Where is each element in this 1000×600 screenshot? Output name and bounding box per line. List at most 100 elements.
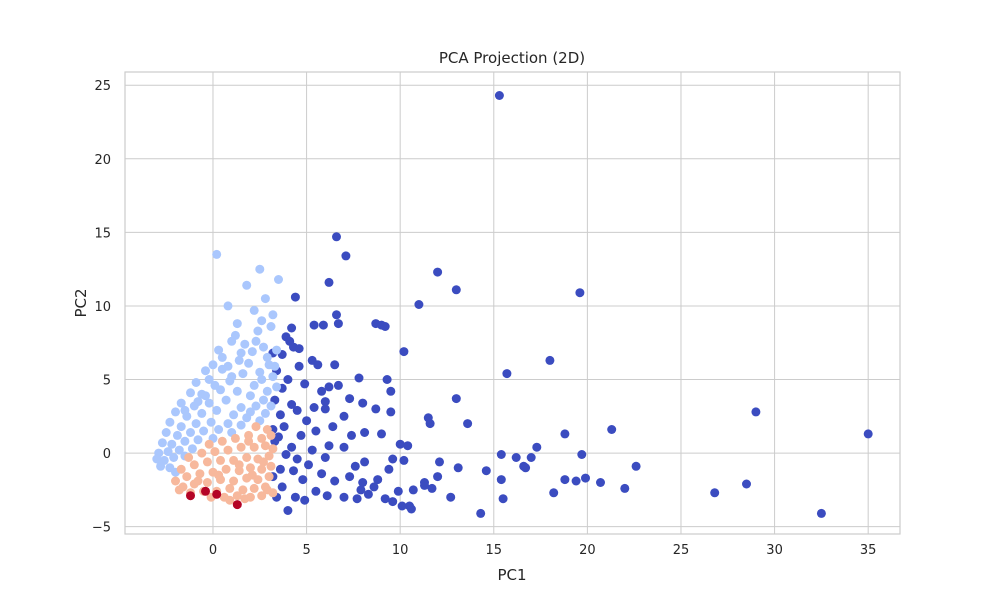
data-point (193, 435, 203, 445)
data-point (223, 419, 233, 429)
data-point (214, 425, 224, 434)
data-point (266, 461, 276, 471)
data-point (172, 430, 182, 440)
data-point (195, 469, 205, 479)
data-point (227, 336, 237, 346)
data-point (408, 485, 418, 495)
data-point (197, 448, 207, 458)
data-point (345, 472, 355, 482)
data-point (371, 404, 381, 414)
data-point (229, 410, 239, 420)
data-point (333, 319, 343, 329)
data-point (816, 508, 826, 518)
data-point (236, 403, 246, 412)
data-point (234, 355, 244, 365)
data-point (289, 466, 298, 476)
data-point (446, 492, 456, 502)
data-point (156, 461, 166, 471)
data-point (496, 475, 506, 485)
data-point (191, 419, 201, 429)
data-point (268, 372, 278, 382)
data-point (360, 457, 370, 467)
data-point (264, 472, 274, 482)
data-point (242, 280, 252, 290)
data-point (247, 470, 257, 480)
data-point (287, 400, 297, 409)
data-point (238, 369, 248, 379)
data-point (259, 342, 268, 352)
y-tick-label: 5 (103, 374, 111, 389)
data-point (296, 430, 306, 440)
y-tick-labels: −5 0 5 10 15 20 25 (92, 79, 111, 535)
data-point (354, 373, 364, 383)
data-point (268, 310, 278, 320)
data-point (186, 428, 195, 437)
data-point (300, 379, 310, 389)
y-axis-label: PC2 (72, 288, 90, 317)
data-point (397, 501, 407, 511)
data-point (238, 485, 248, 495)
data-point (347, 430, 356, 440)
data-point (229, 476, 239, 486)
data-point (287, 442, 297, 452)
data-point (384, 464, 394, 474)
data-point (309, 320, 319, 330)
data-point (169, 453, 179, 462)
data-point (498, 494, 508, 504)
data-point (236, 442, 246, 452)
data-point (210, 380, 220, 390)
data-point (244, 358, 254, 368)
data-point (257, 316, 267, 326)
data-point (268, 444, 278, 454)
plot-frame (124, 71, 901, 535)
data-point (395, 439, 405, 449)
data-point (262, 386, 272, 396)
data-point (167, 439, 177, 449)
data-point (217, 436, 227, 446)
data-point (208, 360, 218, 370)
data-point (212, 249, 222, 259)
data-point (511, 453, 521, 462)
data-point (328, 422, 338, 432)
data-point (245, 463, 255, 473)
data-point (245, 407, 255, 417)
data-point (202, 478, 212, 487)
x-tick-label: 30 (766, 543, 783, 558)
data-point (272, 345, 282, 355)
data-point (339, 411, 349, 421)
data-point (214, 345, 224, 355)
data-point (186, 388, 195, 398)
data-point (277, 482, 287, 492)
data-point (180, 405, 190, 415)
data-point (180, 436, 190, 446)
data-points (152, 91, 873, 518)
data-point (270, 361, 280, 371)
data-point (607, 425, 617, 434)
data-point (324, 277, 334, 287)
data-point (581, 473, 590, 483)
data-point (380, 322, 390, 331)
y-tick-label: 15 (94, 226, 111, 241)
data-point (311, 426, 321, 436)
data-point (232, 319, 242, 329)
data-point (212, 489, 222, 499)
data-point (223, 445, 233, 455)
data-point (451, 394, 461, 404)
data-point (255, 367, 265, 377)
x-tick-labels: 0 5 10 15 20 25 30 35 (209, 543, 877, 558)
data-point (294, 361, 304, 371)
data-point (163, 447, 173, 457)
data-point (232, 386, 242, 396)
data-point (298, 475, 308, 485)
data-point (236, 420, 246, 430)
data-point (369, 482, 379, 492)
data-point (225, 483, 235, 493)
data-point (399, 455, 409, 465)
x-tick-label: 20 (579, 543, 596, 558)
data-point (317, 469, 327, 479)
data-point (259, 395, 268, 405)
series-3 (186, 486, 242, 510)
data-point (266, 322, 276, 331)
data-point (214, 470, 224, 480)
